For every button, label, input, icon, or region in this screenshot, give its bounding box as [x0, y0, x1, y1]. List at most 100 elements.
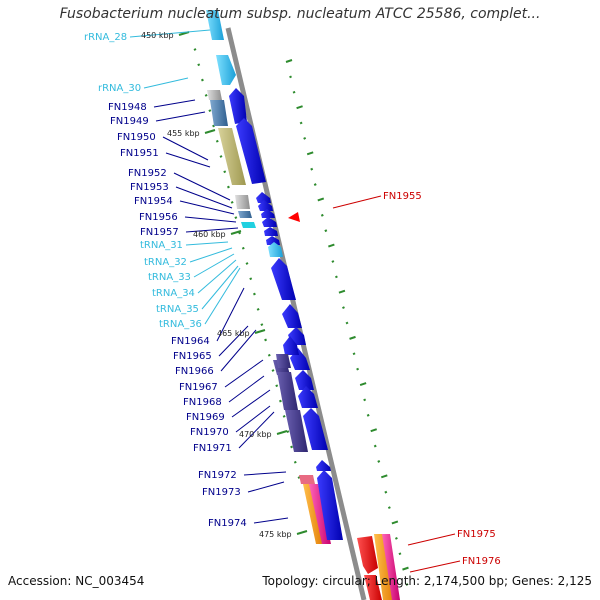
fn1957-arrow[interactable]	[262, 217, 277, 227]
feature-label[interactable]: tRNA_34	[152, 288, 195, 299]
leader-line	[153, 99, 196, 108]
gc-tick	[373, 444, 377, 448]
fn1970-feature[interactable]	[285, 410, 308, 452]
leader-line	[253, 517, 289, 524]
fn1948-feature[interactable]	[207, 90, 222, 100]
gc-tick	[377, 460, 381, 463]
fn1951-arrow[interactable]	[236, 118, 266, 184]
feature-label[interactable]: FN1951	[120, 148, 159, 159]
fn1948-arrow-b[interactable]	[283, 336, 299, 355]
leader-line	[193, 253, 235, 278]
feature-label-highlight[interactable]: FN1976	[462, 556, 501, 567]
gc-tick	[260, 323, 264, 327]
feature-label-highlight[interactable]: FN1955	[383, 191, 422, 202]
rrna-28-feature[interactable]	[206, 10, 224, 40]
fn1968-arrow[interactable]	[295, 370, 314, 390]
fn1952-arrow[interactable]	[256, 192, 271, 203]
fn1972-arrow[interactable]	[316, 460, 331, 471]
feature-label[interactable]: tRNA_33	[148, 272, 191, 283]
leader-line	[218, 325, 249, 357]
fn1954-feature[interactable]	[241, 222, 256, 228]
trna-32-arrow[interactable]	[266, 236, 280, 245]
fn1953-feature[interactable]	[238, 211, 252, 218]
feature-label[interactable]: FN1972	[198, 470, 237, 481]
fn1973-arrow[interactable]	[317, 470, 343, 540]
fn1956-arrow[interactable]	[261, 209, 275, 218]
gc-tick	[208, 109, 212, 113]
gc-tick	[275, 384, 279, 388]
fn1949-feature[interactable]	[210, 100, 228, 126]
feature-label[interactable]: rRNA_30	[98, 83, 141, 94]
gc-tick	[356, 367, 360, 371]
feature-label[interactable]: FN1949	[110, 116, 149, 127]
fn1969-arrow[interactable]	[298, 386, 318, 408]
fn1950-feature[interactable]	[218, 128, 246, 185]
feature-label[interactable]: rRNA_28	[84, 32, 127, 43]
ruler-label: 450 kbp	[141, 31, 174, 40]
gc-tick	[219, 155, 223, 158]
gc-tick	[296, 105, 303, 110]
feature-label[interactable]: FN1964	[171, 336, 210, 347]
fn1972-feature[interactable]	[299, 475, 315, 484]
gc-tick	[359, 382, 367, 386]
feature-label[interactable]: FN1971	[193, 443, 232, 454]
fn1965-arrow[interactable]	[282, 304, 302, 328]
leader-line	[224, 359, 264, 388]
gc-tick	[380, 474, 388, 479]
fn1955-arrow[interactable]	[288, 212, 300, 222]
feature-label-highlight[interactable]: FN1975	[457, 529, 496, 540]
feature-label[interactable]: tRNA_36	[159, 319, 202, 330]
feature-label[interactable]: FN1965	[173, 351, 212, 362]
leader-line	[162, 136, 209, 161]
fn1976-feature-b[interactable]	[382, 534, 400, 600]
leader-line	[179, 200, 235, 215]
gc-tick	[402, 566, 409, 571]
rrna-30-feature[interactable]	[216, 55, 236, 85]
fn1976-feature-c[interactable]	[364, 575, 382, 600]
leader-line	[197, 259, 237, 294]
feature-label[interactable]: FN1950	[117, 132, 156, 143]
feature-label[interactable]: tRNA_32	[144, 257, 187, 268]
leader-lines-left	[129, 29, 289, 524]
gc-tick	[299, 121, 303, 125]
fn1968-feature[interactable]	[277, 372, 298, 410]
fn1948-arrow[interactable]	[229, 88, 247, 124]
fn1971-arrow[interactable]	[303, 408, 328, 450]
leader-line	[228, 375, 265, 403]
gc-tick	[320, 213, 324, 217]
feature-label[interactable]: tRNA_35	[156, 304, 199, 315]
leader-lines-right	[332, 195, 461, 573]
feature-label[interactable]: FN1967	[179, 382, 218, 393]
trna-33-feature[interactable]	[268, 242, 283, 257]
fn1964-arrow[interactable]	[271, 258, 296, 300]
trna-31-arrow[interactable]	[264, 227, 278, 236]
feature-label[interactable]: FN1953	[130, 182, 169, 193]
feature-label[interactable]: FN1970	[190, 427, 229, 438]
feature-label[interactable]: FN1948	[108, 102, 147, 113]
gc-tick	[290, 445, 294, 449]
fn1952-feature[interactable]	[235, 195, 250, 209]
leader-line	[243, 471, 287, 476]
feature-label[interactable]: FN1956	[139, 212, 178, 223]
feature-label[interactable]: FN1954	[134, 196, 173, 207]
gc-tick	[245, 262, 249, 265]
fn1975-feature[interactable]	[357, 536, 378, 574]
feature-label[interactable]: FN1969	[186, 412, 225, 423]
feature-label[interactable]: FN1974	[208, 518, 247, 529]
gc-tick	[256, 307, 260, 311]
ruler-tick	[204, 129, 216, 134]
gc-tick	[267, 353, 271, 357]
feature-label[interactable]: FN1952	[128, 168, 167, 179]
gc-tick	[363, 398, 367, 402]
ruler-label: 465 kbp	[217, 329, 250, 338]
feature-label[interactable]: FN1957	[140, 227, 179, 238]
feature-label[interactable]: FN1973	[202, 487, 241, 498]
feature-label[interactable]: FN1966	[175, 366, 214, 377]
fn1964-arrow-b[interactable]	[276, 354, 291, 368]
fn1953-arrow[interactable]	[258, 200, 273, 211]
gc-tick	[303, 137, 307, 140]
feature-label[interactable]: tRNA_31	[140, 240, 183, 251]
feature-label[interactable]: FN1968	[183, 397, 222, 408]
ruler-tick	[276, 430, 288, 435]
